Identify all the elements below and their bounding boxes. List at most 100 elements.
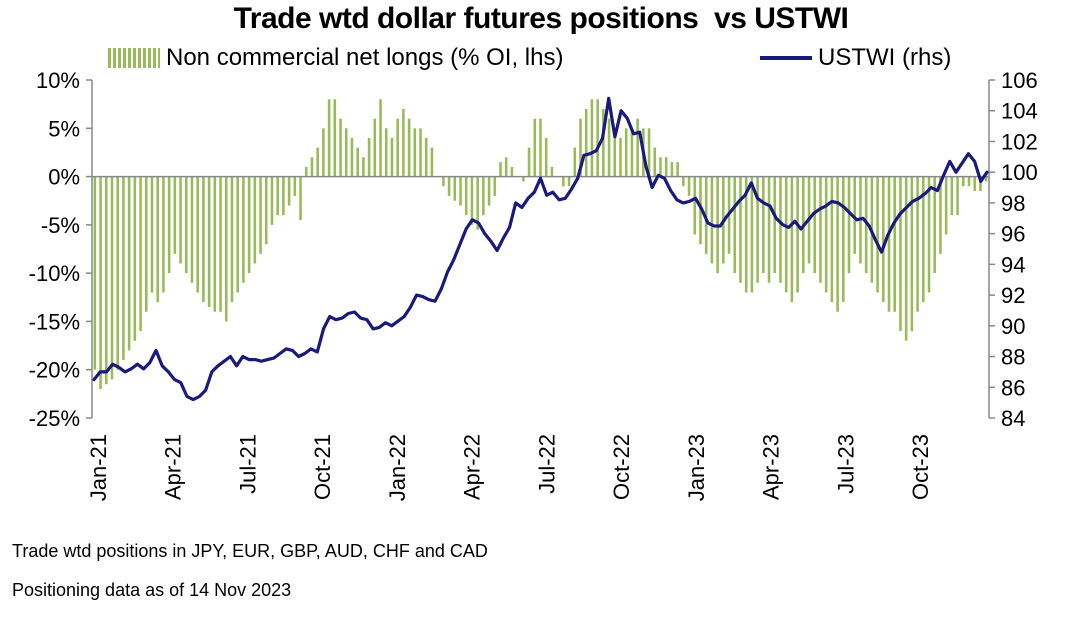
bar [333,99,337,177]
bar [767,176,771,283]
bar [882,176,885,303]
bar [647,128,651,177]
bar [384,128,388,177]
bar [476,176,479,230]
bar [430,147,434,177]
bar [550,166,554,177]
bar [819,176,822,283]
bar [390,137,394,177]
bar [459,176,462,206]
bar [864,176,868,274]
bar [596,99,599,177]
bar [362,157,365,177]
bar [824,176,828,293]
legend-swatch-bars [108,48,160,68]
bar [259,176,262,254]
bar [293,176,297,196]
bar [967,176,971,187]
bar [973,176,976,192]
bar [796,176,799,293]
bar [230,176,234,303]
x-axis-tick-label: Jan-23 [684,434,709,501]
bar [482,176,485,216]
bar [876,176,879,293]
bar [402,108,405,177]
bar [887,176,891,312]
bar [984,176,988,182]
bar [636,118,639,177]
right-axis-tick-label: 98 [1001,191,1025,216]
bar [750,176,754,293]
bar [367,137,371,177]
bar [653,147,657,177]
left-axis-tick-label: -15% [29,309,80,334]
bar [133,176,137,341]
right-axis-tick-label: 102 [1001,129,1038,154]
bar [350,137,354,177]
left-axis-tick-label: 10% [36,68,80,93]
bar [590,99,594,177]
bar [562,176,565,187]
bar [190,176,194,283]
bar [573,147,577,177]
bar [162,176,165,293]
bar [213,176,217,312]
legend-swatch-line [760,56,812,60]
x-axis-tick-label: Jan-22 [385,434,410,501]
right-axis-tick-label: 86 [1001,375,1025,400]
bar [510,166,514,177]
right-axis-tick-label: 104 [1001,99,1038,124]
bar [264,176,268,245]
chart-canvas: 10% 5% 0% -5% -10% -15% -20% -25% 106 104 102 100 98… [29,68,1038,501]
bar [453,176,457,201]
bar [659,157,662,177]
bar [579,118,582,177]
series-line-ustwi [92,96,989,402]
bar [322,128,325,177]
bar [242,176,245,283]
bar [630,128,634,177]
bar [784,176,788,293]
bar [762,176,765,274]
x-axis-tick-label: Jul-22 [535,434,560,494]
x-axis-tick-label: Jul-23 [834,434,859,494]
bar [916,176,919,312]
legend-label-ustwi: USTWI (rhs) [818,44,952,71]
x-axis-tick-label: Jan-21 [86,434,111,501]
bar [447,176,451,196]
left-axis-tick-label: -10% [29,261,80,286]
bar [122,176,125,361]
left-axis-tick-label: -5% [41,213,80,238]
bar [413,128,417,177]
bar [207,176,211,307]
bar [99,176,102,390]
bar [533,118,537,177]
bar [236,176,239,293]
bar [196,176,199,293]
bar [144,176,148,312]
bar [127,176,131,351]
bar [607,118,611,177]
bar [167,176,171,274]
bar [373,118,377,177]
bar [493,176,497,196]
bar [219,176,222,312]
bar [756,176,759,283]
bar [299,176,302,221]
bar [739,176,742,283]
bar [407,118,411,177]
bar [419,128,422,177]
bar [499,162,502,177]
bar [670,162,674,177]
right-axis-tick-label: 90 [1001,314,1025,339]
bar [910,176,914,332]
right-axis-tick-label: 96 [1001,222,1025,247]
bar [179,176,182,264]
right-axis-tick-label: 106 [1001,68,1038,93]
bar [150,176,154,293]
bar [202,176,205,303]
bar [184,176,188,274]
bar [287,176,291,206]
bar [893,176,897,312]
bar [344,128,348,177]
